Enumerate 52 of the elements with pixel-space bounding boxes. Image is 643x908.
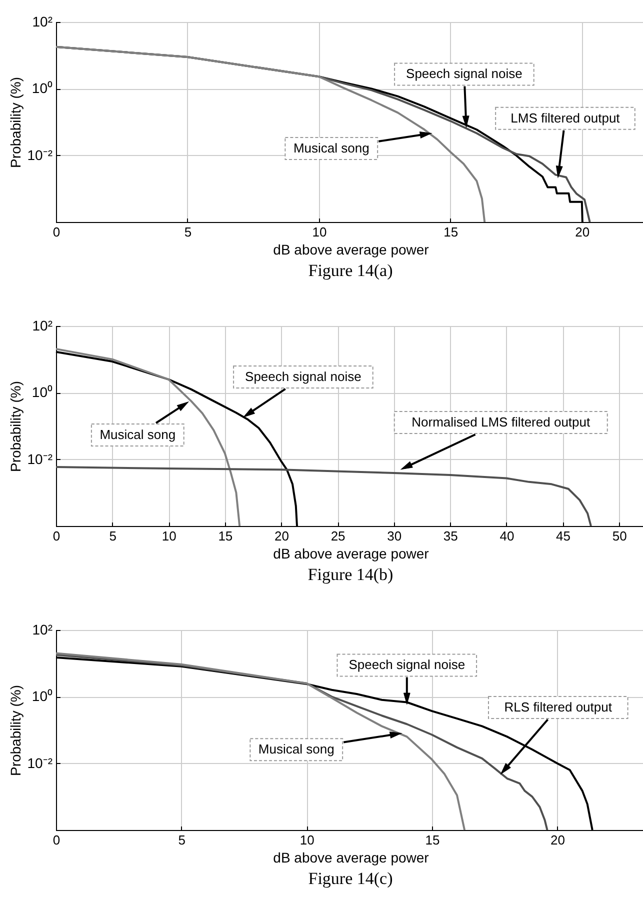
x-tick-label: 15 (425, 832, 440, 848)
x-tick-label: 35 (443, 528, 458, 544)
annotation: Speech signal noise (245, 368, 362, 384)
x-tick-label: 5 (109, 528, 116, 544)
x-tick-label: 15 (218, 528, 233, 544)
x-tick-label: 10 (300, 832, 314, 848)
x-tick-label: 25 (330, 528, 346, 544)
x-tick-label: 30 (387, 528, 402, 544)
y-tick-label: 10⁻² (27, 754, 53, 771)
x-axis-title: dB above average power (273, 546, 430, 562)
y-tick-label: 10² (32, 622, 53, 638)
text: Figure 14(a) (308, 261, 393, 280)
y-tick-label: 10⁰ (32, 80, 52, 96)
x-tick-label: 45 (556, 528, 571, 544)
x-tick-label: 0 (52, 832, 60, 848)
annotation: Speech signal noise (406, 66, 522, 82)
y-tick-label: 10⁻² (27, 146, 53, 163)
y-tick-label: 10⁰ (32, 688, 52, 704)
annotation: Normalised LMS filtered output (412, 414, 590, 430)
x-axis-title: dB above average power (273, 850, 430, 866)
x-tick-label: 20 (550, 832, 566, 848)
x-tick-label: 20 (274, 528, 289, 544)
y-tick-label: 10² (32, 14, 53, 30)
x-tick-label: 0 (52, 224, 60, 240)
line-series (55, 652, 466, 831)
x-tick-label: 5 (184, 224, 192, 240)
y-axis-title: Probability (%) (7, 76, 24, 168)
annotation: Musical song (258, 742, 334, 757)
annotation: Musical song (293, 140, 370, 156)
x-tick-label: 20 (575, 224, 590, 240)
x-axis-title: dB above average power (273, 242, 430, 258)
text: Figure 14(c) (308, 869, 393, 888)
y-tick-label: 10⁻² (27, 450, 53, 467)
line-series (55, 348, 241, 527)
x-tick-label: 10 (312, 224, 327, 240)
text: Figure 14(b) (308, 565, 394, 584)
x-tick-label: 0 (52, 528, 60, 544)
x-tick-label: 15 (444, 224, 458, 240)
annotation: RLS filtered output (504, 700, 612, 715)
y-axis-title: Probability (%) (7, 380, 24, 472)
annotation: Musical song (100, 426, 176, 442)
annotation: Speech signal noise (348, 657, 466, 672)
y-tick-label: 10⁰ (32, 384, 52, 400)
line-series (55, 46, 486, 223)
x-tick-label: 40 (500, 528, 514, 544)
x-tick-label: 10 (162, 528, 176, 544)
y-axis-title: Probability (%) (7, 684, 24, 776)
y-tick-label: 10² (32, 318, 53, 334)
line-series (55, 466, 592, 527)
x-tick-label: 5 (178, 832, 186, 848)
annotation: LMS filtered output (510, 110, 620, 126)
x-tick-label: 50 (612, 528, 627, 544)
